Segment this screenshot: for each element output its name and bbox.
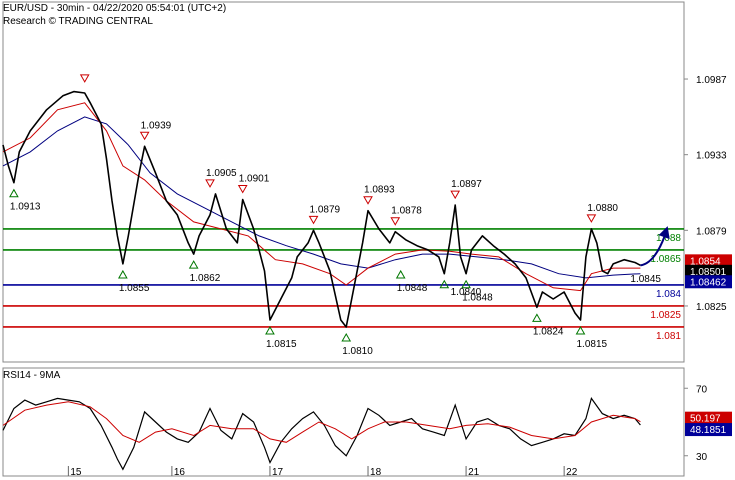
trough-marker <box>341 332 352 342</box>
price-badge-label-1.08462: 1.08462 <box>690 277 727 288</box>
trough-marker <box>188 260 199 269</box>
rsi-title: RSI14 - 9MA <box>3 370 61 381</box>
trough-label-1.0815: 1.0815 <box>576 339 607 350</box>
forecast-arrow-line <box>640 235 666 267</box>
rsi-badge-label-48.1851: 48.1851 <box>690 425 727 436</box>
peak-label-1.0939: 1.0939 <box>141 120 172 131</box>
x-tick-label-22: 22 <box>566 467 578 478</box>
rsi-tick-label-70: 70 <box>696 384 708 395</box>
peak-marker <box>139 131 150 141</box>
level-label-1.0825: 1.0825 <box>650 310 681 321</box>
y-tick-label-1.0933: 1.0933 <box>696 151 727 162</box>
level-label-1.084: 1.084 <box>656 289 681 300</box>
price-panel-border <box>2 1 685 363</box>
forecast-arrow-head <box>658 226 670 240</box>
rsi-ma-line <box>2 401 641 443</box>
peak-label-1.0880: 1.0880 <box>587 203 618 214</box>
trough-marker <box>575 325 586 335</box>
level-label-1.081: 1.081 <box>656 331 681 342</box>
peak-marker <box>79 74 90 83</box>
peak-marker <box>586 214 597 223</box>
peak-label-1.0901: 1.0901 <box>239 174 270 185</box>
level-label-1.0865: 1.0865 <box>650 254 681 265</box>
trough-label-1.0848: 1.0848 <box>462 293 493 304</box>
rsi-badge <box>685 423 732 437</box>
trough-marker <box>439 279 450 289</box>
floating-label-1.0845: 1.0845 <box>630 274 661 285</box>
forecast-arrow-group <box>640 226 670 267</box>
rsi-panel: RSI14 - 9MA <box>2 370 641 471</box>
trough-label-1.0848: 1.0848 <box>397 283 428 294</box>
trough-marker <box>117 269 128 279</box>
peak-label-1.0878: 1.0878 <box>391 206 422 217</box>
rsi-badge <box>685 411 732 425</box>
axes: 1.0987 1.0933 1.0879 1.0825 70 30 15 16 17 18 21 22… <box>67 75 732 478</box>
x-tick-label-15: 15 <box>70 467 82 478</box>
trough-marker <box>265 325 275 335</box>
trough-label-1.0810: 1.0810 <box>342 346 373 357</box>
price-badge-label-1.0854: 1.0854 <box>690 256 721 267</box>
price-badge <box>685 264 732 278</box>
peak-label-1.0897: 1.0897 <box>451 179 482 190</box>
price-badge <box>685 254 732 268</box>
x-tick-label-18: 18 <box>370 467 382 478</box>
peak-marker <box>205 179 215 188</box>
price-line <box>2 90 641 328</box>
x-tick-label-21: 21 <box>468 467 480 478</box>
rsi-panel-border <box>2 367 685 477</box>
chart-frame <box>2 1 685 477</box>
y-tick-label-1.0879: 1.0879 <box>696 226 727 237</box>
peak-label-1.0879: 1.0879 <box>310 204 341 215</box>
peak-marker <box>363 196 373 205</box>
peak-label-1.0893: 1.0893 <box>364 185 395 196</box>
trough-label-1.0815: 1.0815 <box>266 339 297 350</box>
trough-label-1.0824: 1.0824 <box>533 326 564 337</box>
trough-label-1.0913: 1.0913 <box>10 202 41 213</box>
floating-label-1.0840: 1.0840 <box>451 287 482 298</box>
trough-marker <box>9 188 19 198</box>
chart-title: EUR/USD - 30min - 04/22/2020 05:54:01 (U… <box>3 3 226 14</box>
price-badge <box>685 275 732 289</box>
trough-marker <box>395 269 406 279</box>
y-tick-label-1.0987: 1.0987 <box>696 75 727 86</box>
sma-line <box>2 116 641 279</box>
peak-label-1.0905: 1.0905 <box>206 168 237 179</box>
x-tick-label-17: 17 <box>272 467 284 478</box>
peak-marker <box>390 217 401 226</box>
price-line-group <box>2 90 641 328</box>
trough-label-1.0862: 1.0862 <box>190 273 221 284</box>
rsi-tick-label-30: 30 <box>696 452 708 463</box>
rsi-line <box>2 397 641 471</box>
trough-marker <box>461 279 471 289</box>
chart-subtitle: Research © TRADING CENTRAL <box>3 16 153 27</box>
x-tick-label-16: 16 <box>174 467 186 478</box>
trough-marker <box>532 313 542 322</box>
rsi-badge-label-50.197: 50.197 <box>690 414 721 425</box>
peak-marker <box>237 185 248 194</box>
peak-marker <box>450 190 461 200</box>
price-badge-label-1.08501: 1.08501 <box>690 267 727 278</box>
y-tick-label-1.0825: 1.0825 <box>696 302 727 313</box>
trough-label-1.0855: 1.0855 <box>119 283 150 294</box>
peak-marker <box>308 215 319 225</box>
